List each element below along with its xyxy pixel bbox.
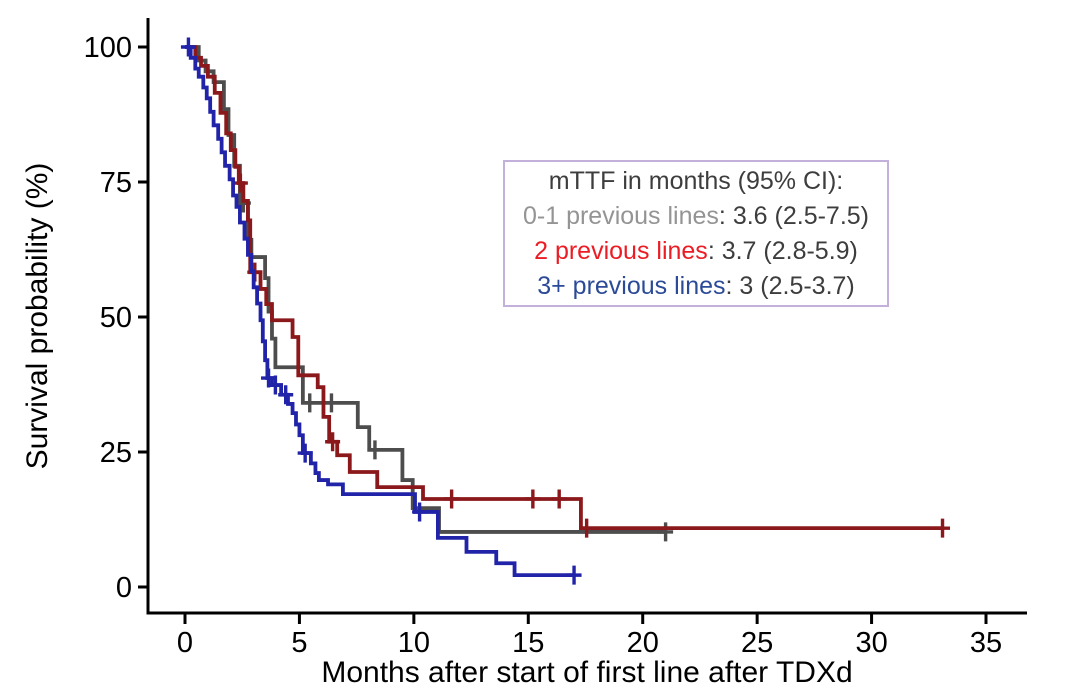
censor-marks-3-previous-lines (180, 37, 582, 585)
legend-entry-1-value: : 3.7 (2.8-5.9) (707, 237, 858, 265)
y-tick-label: 75 (100, 167, 132, 199)
y-axis-title: Survival probability (%) (21, 162, 54, 470)
legend-entry-0-value: : 3.6 (2.5-7.5) (718, 202, 869, 230)
y-tick-label: 50 (100, 302, 132, 334)
legend-entry-1: 2 previous lines: 3.7 (2.8-5.9) (505, 234, 887, 269)
legend-entry-1-label: 2 previous lines (534, 237, 708, 265)
x-tick-label: 25 (741, 627, 773, 659)
x-axis-title: Months after start of first line after T… (321, 656, 853, 689)
legend-entry-2-value: : 3 (2.5-3.7) (725, 272, 855, 300)
legend-entry-0: 0-1 previous lines: 3.6 (2.5-7.5) (505, 199, 887, 234)
legend-entry-0-label: 0-1 previous lines (522, 202, 719, 230)
legend-title: mTTF in months (95% CI): (548, 167, 844, 195)
x-tick-label: 35 (970, 627, 1002, 659)
x-tick-label: 30 (855, 627, 887, 659)
x-tick-label: 20 (627, 627, 659, 659)
y-tick-label: 0 (116, 572, 132, 604)
y-tick-label: 25 (100, 437, 132, 469)
legend-entry-2-label: 3+ previous lines (537, 272, 726, 300)
x-tick-label: 0 (177, 627, 193, 659)
x-tick-label: 10 (398, 627, 430, 659)
km-curve-2-previous-lines (185, 45, 943, 531)
legend-entry-2: 3+ previous lines: 3 (2.5-3.7) (505, 269, 887, 304)
legend-box: mTTF in months (95% CI): 0-1 previous li… (503, 160, 889, 307)
censor-marks-0-1-previous-lines (235, 193, 674, 542)
km-curve-0-1-previous-lines (185, 45, 666, 534)
x-tick-label: 15 (512, 627, 544, 659)
km-curve-3-previous-lines (185, 45, 575, 578)
y-tick-label: 100 (84, 32, 132, 64)
x-tick-label: 5 (291, 627, 307, 659)
